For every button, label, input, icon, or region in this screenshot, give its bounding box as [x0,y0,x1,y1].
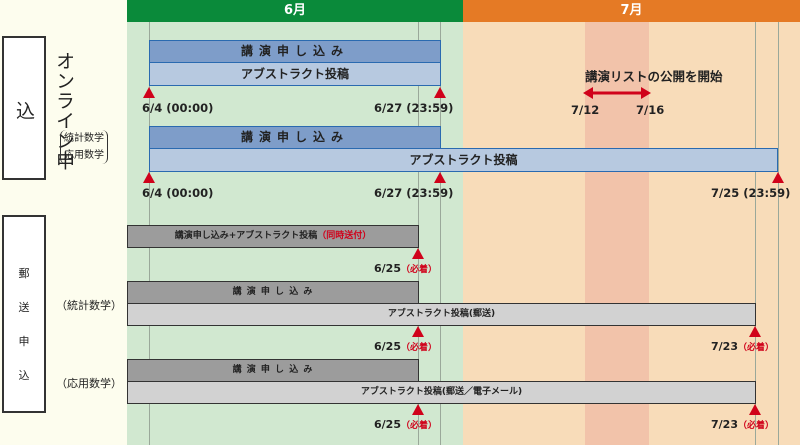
deadline-marker-icon [412,404,424,415]
deadline-marker-icon [434,172,446,183]
mail-stat-talk-bar: 講 演 申 し 込 み [127,281,419,304]
announcement-from: 7/12 [571,103,600,117]
stat-group-label: （統計数学） [56,299,122,312]
online-abstract-bar: アブストラクト投稿 [149,62,441,86]
online-group-label: 統計数学 応用数学 [60,130,108,164]
mail-applied-talk-bar: 講 演 申 し 込 み [127,359,419,382]
deadline-marker-icon [772,172,784,183]
deadline-marker-icon [434,87,446,98]
online-section-label: オンライン申込 [2,36,75,180]
online-abstract-end-date: 7/25 (23:59) [711,186,791,200]
gridline [755,22,756,445]
mail-deadline: 7/23（必着） [711,418,774,431]
deadline-marker-icon [412,248,424,259]
deadline-marker-icon [143,172,155,183]
mail-deadline: 6/25（必着） [374,418,437,431]
applied-group-label: （応用数学） [56,377,122,390]
mail-deadline: 7/23（必着） [711,340,774,353]
announcement-to: 7/16 [636,103,665,117]
deadline-marker-icon [412,326,424,337]
mail-applied-abstract-bar: アブストラクト投稿(郵送／電子メール) [127,381,756,404]
mail-deadline: 6/25（必着） [374,262,437,275]
online-end-date: 6/27 (23:59) [374,101,454,115]
gridline [778,22,779,445]
period-arrow-icon [583,87,651,99]
online-talk-bar: 講演申し込み [149,40,441,63]
gridline [440,22,441,445]
online-abstract-bar: アブストラクト投稿 [149,148,778,172]
month-header-june: 6月 [127,0,463,22]
online-talk-end-date: 6/27 (23:59) [374,186,454,200]
deadline-marker-icon [749,404,761,415]
month-header-july: 7月 [463,0,800,22]
online-start-date: 6/4 (00:00) [142,186,214,200]
online-start-date: 6/4 (00:00) [142,101,214,115]
mail-combined-bar: 講演申し込み+アブストラクト投稿（同時送付） [127,225,419,248]
mail-section-label: 郵 送 申 込 [2,215,46,413]
deadline-marker-icon [749,326,761,337]
mail-deadline: 6/25（必着） [374,340,437,353]
online-talk-bar: 講演申し込み [149,126,441,149]
mail-stat-abstract-bar: アブストラクト投稿(郵送) [127,303,756,326]
deadline-marker-icon [143,87,155,98]
announcement-text: 講演リストの公開を開始 [585,69,723,84]
